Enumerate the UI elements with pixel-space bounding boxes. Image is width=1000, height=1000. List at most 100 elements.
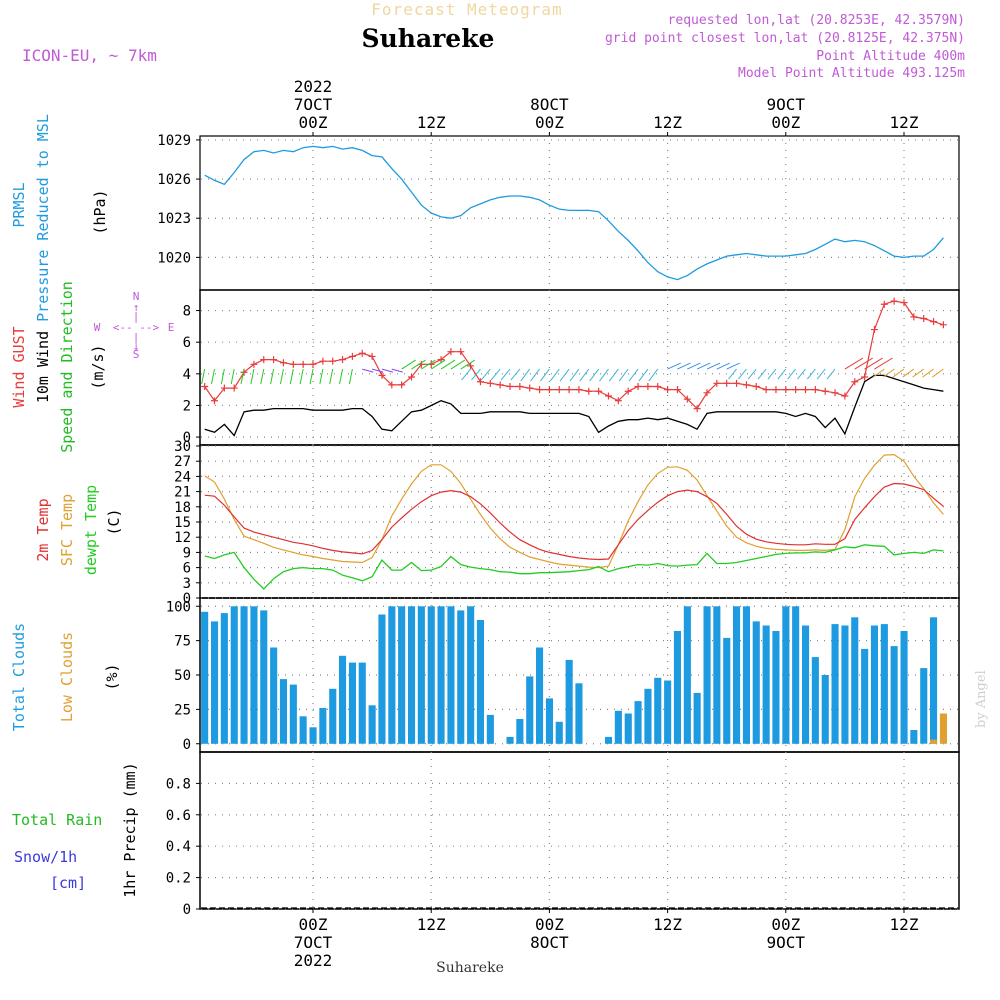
wind-direction-arrow — [726, 362, 740, 370]
wind-direction-arrow — [864, 357, 883, 370]
time-label-top: 2022 — [294, 77, 333, 96]
gust-marker — [270, 356, 278, 364]
gust-marker — [299, 360, 307, 368]
total-cloud-bar — [880, 624, 888, 744]
total-cloud-bar — [408, 606, 416, 744]
wind-direction-arrow — [638, 368, 649, 382]
gust-marker — [605, 392, 612, 400]
time-label-bottom: 7OCT — [294, 933, 333, 952]
gust-marker — [555, 386, 563, 394]
total-cloud-bar — [861, 648, 869, 744]
requested-lonlat: requested lon,lat (20.8253E, 42.3579N) — [668, 13, 965, 28]
wind-direction-arrow — [873, 368, 885, 378]
wind-direction-arrow — [608, 368, 619, 382]
temp-2m-title: 2m Temp — [34, 498, 52, 561]
total-cloud-bar — [309, 727, 317, 744]
total-cloud-bar — [437, 606, 445, 744]
gust-marker — [339, 356, 347, 364]
gust-marker — [486, 379, 494, 387]
wind-direction-arrow — [706, 362, 721, 370]
total-cloud-bar — [457, 610, 465, 744]
model-label: ICON-EU, ~ 7km — [22, 46, 157, 65]
gust-marker — [565, 386, 573, 394]
low-cloud-bar — [930, 739, 938, 744]
wind-direction-arrow — [329, 368, 334, 385]
wind-unit: (m/s) — [89, 344, 107, 389]
time-label-top: 00Z — [299, 113, 328, 132]
gridlines — [201, 136, 958, 910]
y-tick-label: 6 — [183, 561, 191, 577]
gust-marker — [329, 357, 337, 365]
pressure-line — [204, 145, 944, 281]
total-cloud-bar — [358, 662, 366, 744]
wind-direction-arrow — [932, 368, 944, 378]
wind-direction-arrow — [500, 368, 511, 381]
wind-direction-arrow — [490, 368, 501, 381]
wind-direction-arrow — [728, 368, 737, 380]
y-tick-label: 0 — [183, 902, 191, 918]
gust-marker — [398, 381, 406, 389]
total-cloud-bar — [427, 606, 435, 744]
sfc-temp-title: SFC Temp — [58, 494, 76, 566]
time-label-top: 12Z — [653, 113, 682, 132]
total-cloud-bar — [930, 617, 938, 744]
temp-2m-line — [204, 482, 944, 561]
gust-marker — [811, 386, 819, 394]
total-cloud-bar — [802, 625, 810, 744]
total-cloud-bar — [211, 621, 219, 744]
time-label-top: 12Z — [417, 113, 446, 132]
y-tick-label: 0.8 — [166, 776, 191, 792]
wind-direction-arrow — [381, 368, 394, 373]
time-label-bottom: 12Z — [417, 915, 446, 934]
clouds-unit: (%) — [103, 663, 121, 690]
time-label-bottom: 8OCT — [530, 933, 569, 952]
total-cloud-bar — [782, 606, 790, 744]
panel-frame — [199, 289, 960, 446]
time-label-top: 9OCT — [767, 95, 806, 114]
total-cloud-bar — [811, 657, 819, 744]
wind-direction-arrow — [628, 368, 639, 382]
total-cloud-bar — [260, 610, 268, 744]
panel-frame — [199, 751, 960, 910]
svg-text:|: | — [133, 331, 140, 344]
time-label-bottom: 9OCT — [767, 933, 806, 952]
wind-direction-arrow — [430, 359, 446, 370]
gust-marker — [723, 379, 731, 387]
gust-marker — [437, 356, 445, 364]
wind-direction-arrow — [874, 357, 893, 370]
gust-marker — [260, 356, 268, 364]
gust-marker — [408, 373, 415, 381]
gust-marker — [792, 386, 800, 394]
y-tick-label: 1029 — [157, 133, 191, 149]
gust-marker — [585, 387, 593, 395]
wind-direction-arrow — [440, 359, 456, 370]
gust-marker — [536, 386, 544, 394]
y-tick-label: 100 — [166, 599, 191, 615]
total-cloud-bar — [683, 606, 691, 744]
wind-direction-arrow — [892, 368, 905, 378]
svg-text:<-- -->: <-- --> — [113, 321, 160, 334]
pressure-unit: (hPa) — [91, 189, 109, 234]
wind-direction-arrow — [279, 368, 284, 385]
time-label-top: 00Z — [771, 113, 800, 132]
station-title: Suhareke — [362, 24, 495, 53]
total-cloud-bar — [605, 736, 613, 744]
wind-direction-arrow — [787, 368, 797, 380]
wind-direction-arrow — [540, 368, 550, 382]
wind-direction-title: Speed and Direction — [58, 281, 76, 453]
gust-marker — [841, 392, 849, 400]
wind-direction-arrow — [777, 368, 787, 380]
wind-direction-arrow — [391, 368, 403, 373]
gust-marker — [545, 386, 553, 394]
wind-direction-arrow — [912, 368, 924, 378]
wind-direction-arrow — [816, 368, 826, 380]
total-cloud-bar — [506, 736, 514, 744]
total-cloud-bar — [476, 620, 484, 744]
gust-marker — [742, 381, 750, 389]
wind-direction-arrow — [348, 368, 353, 385]
wind-direction-arrow — [510, 368, 521, 381]
wind-direction-arrow — [826, 368, 836, 380]
total-cloud-bar — [733, 606, 741, 744]
gust-marker — [496, 381, 504, 389]
total-cloud-bar — [821, 675, 829, 744]
